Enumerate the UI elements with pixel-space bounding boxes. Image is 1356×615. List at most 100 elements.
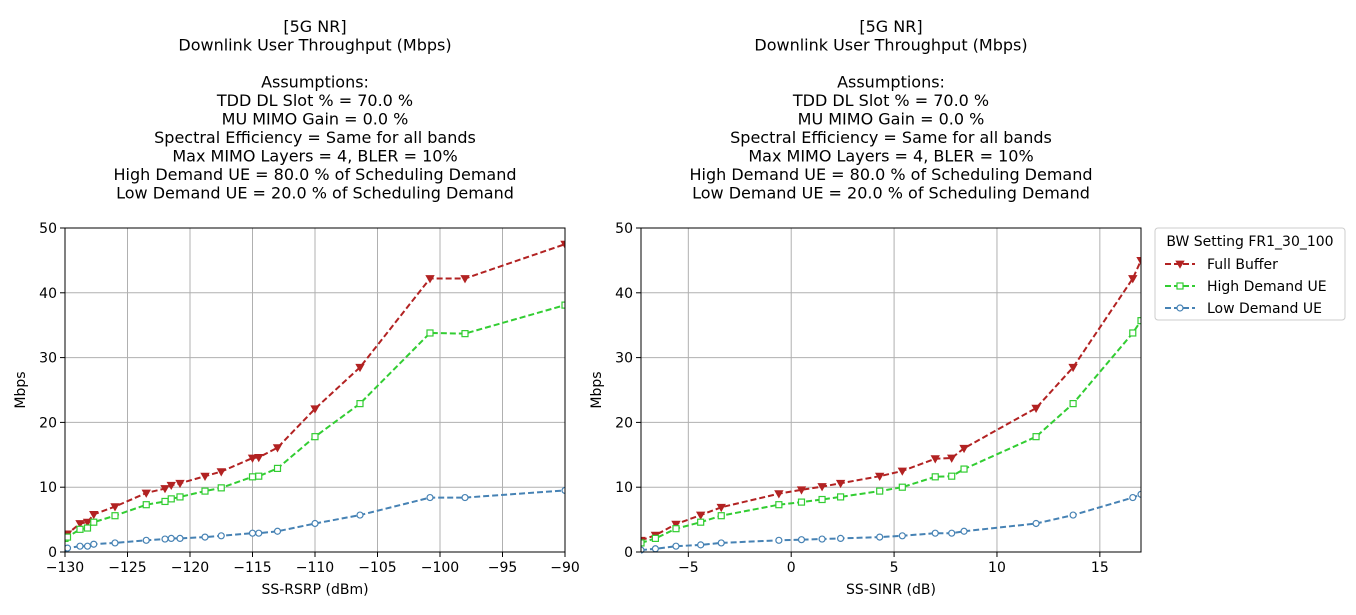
data-point bbox=[898, 532, 906, 540]
data-point bbox=[651, 534, 660, 542]
data-point bbox=[1069, 511, 1077, 519]
chart-title: [5G NR] Downlink User Throughput (Mbps) As… bbox=[689, 17, 1092, 203]
chart-panel-sinr: [5G NR] Downlink User Throughput (Mbps) As… bbox=[589, 17, 1142, 598]
data-point bbox=[716, 503, 726, 513]
data-point bbox=[1129, 329, 1137, 337]
y-tick-label: 30 bbox=[615, 351, 633, 367]
chart-panel-rsrp: [5G NR] Downlink User Throughput (Mbps) As… bbox=[13, 17, 580, 598]
data-point bbox=[1128, 275, 1138, 284]
data-point bbox=[818, 495, 826, 504]
data-point bbox=[255, 472, 263, 480]
x-tick-label: −110 bbox=[296, 560, 334, 576]
data-point bbox=[142, 501, 150, 509]
data-point bbox=[836, 493, 845, 501]
data-point bbox=[1137, 490, 1141, 498]
data-point bbox=[273, 464, 282, 473]
x-tick-label: −125 bbox=[108, 560, 146, 576]
data-point bbox=[948, 472, 956, 480]
x-tick-label: −130 bbox=[46, 560, 84, 576]
chart-title-line: Assumptions: bbox=[837, 73, 945, 92]
data-point bbox=[1129, 493, 1137, 502]
x-axis-label: SS-RSRP (dBm) bbox=[261, 582, 368, 598]
chart-title-line: MU MIMO Gain = 0.0 % bbox=[222, 110, 409, 129]
data-point bbox=[835, 479, 846, 489]
series-line-high-demand-ue bbox=[641, 320, 1141, 544]
data-point bbox=[959, 444, 969, 454]
data-point bbox=[561, 486, 565, 495]
series-group bbox=[65, 240, 565, 553]
data-point bbox=[876, 487, 884, 495]
chart-title-line: Max MIMO Layers = 4, BLER = 10% bbox=[172, 147, 457, 166]
data-point bbox=[201, 487, 209, 495]
x-tick-label: −105 bbox=[358, 560, 396, 576]
data-point bbox=[356, 511, 364, 519]
data-point bbox=[1137, 317, 1141, 325]
x-tick-label: 15 bbox=[1091, 560, 1109, 576]
data-point bbox=[200, 472, 210, 481]
data-point bbox=[141, 489, 151, 498]
data-point bbox=[818, 535, 826, 543]
data-point bbox=[876, 533, 884, 541]
data-point bbox=[960, 527, 968, 535]
data-point bbox=[201, 533, 209, 541]
data-point bbox=[717, 539, 725, 547]
chart-title: [5G NR] Downlink User Throughput (Mbps) As… bbox=[113, 17, 516, 203]
data-point bbox=[1068, 363, 1078, 373]
data-point bbox=[1032, 519, 1040, 528]
data-point bbox=[1136, 256, 1141, 266]
data-point bbox=[836, 534, 845, 542]
data-point bbox=[167, 534, 175, 542]
data-point bbox=[461, 330, 469, 338]
legend-swatch-marker bbox=[1175, 260, 1185, 269]
legend-box bbox=[1154, 227, 1346, 321]
data-point bbox=[697, 518, 705, 526]
legend: BW Setting FR1_30_100 Full Buffer High Dem… bbox=[1154, 227, 1346, 321]
data-point bbox=[167, 495, 175, 503]
chart-title-line: Low Demand UE = 20.0 % of Scheduling Dem… bbox=[116, 184, 514, 203]
data-point bbox=[672, 525, 680, 533]
data-point bbox=[1069, 400, 1077, 408]
data-point bbox=[897, 467, 908, 476]
data-point bbox=[160, 485, 170, 494]
data-point bbox=[947, 454, 957, 463]
x-tick-label: −5 bbox=[678, 560, 699, 576]
y-tick-label: 0 bbox=[48, 545, 57, 561]
chart-title-line: TDD DL Slot % = 70.0 % bbox=[216, 91, 413, 110]
data-point bbox=[89, 511, 99, 520]
x-tick-label: −95 bbox=[488, 560, 518, 576]
chart-title-line: Downlink User Throughput (Mbps) bbox=[754, 36, 1027, 55]
data-point bbox=[255, 529, 263, 537]
series-line-high-demand-ue bbox=[65, 304, 565, 540]
data-point bbox=[930, 455, 940, 464]
data-point bbox=[273, 527, 282, 535]
data-point bbox=[161, 497, 169, 506]
data-point bbox=[796, 486, 807, 495]
legend-entry: High Demand UE bbox=[1207, 279, 1327, 295]
data-point bbox=[161, 535, 169, 543]
data-point bbox=[641, 539, 645, 547]
data-point bbox=[311, 433, 319, 441]
data-point bbox=[651, 545, 660, 553]
data-point bbox=[110, 503, 120, 512]
chart-title-line: Spectral Efficiency = Same for all bands bbox=[730, 128, 1052, 147]
data-point bbox=[75, 520, 85, 529]
data-point bbox=[176, 493, 184, 501]
data-point bbox=[697, 541, 705, 549]
plot-frame bbox=[64, 227, 566, 553]
data-point bbox=[797, 536, 806, 544]
x-tick-label: −120 bbox=[171, 560, 209, 576]
y-tick-label: 0 bbox=[624, 545, 633, 561]
x-tick-label: −115 bbox=[233, 560, 271, 576]
y-tick-label: 50 bbox=[615, 221, 633, 237]
chart-title-line: Max MIMO Layers = 4, BLER = 10% bbox=[748, 147, 1033, 166]
data-point bbox=[176, 534, 184, 542]
data-point bbox=[775, 501, 783, 509]
data-point bbox=[83, 524, 92, 532]
legend-title: BW Setting FR1_30_100 bbox=[1166, 234, 1333, 250]
data-point bbox=[76, 525, 84, 533]
data-point bbox=[426, 329, 434, 337]
y-tick-label: 20 bbox=[615, 415, 633, 431]
data-point bbox=[83, 542, 92, 550]
data-point bbox=[310, 405, 320, 414]
series-line-full-buffer bbox=[641, 259, 1141, 542]
